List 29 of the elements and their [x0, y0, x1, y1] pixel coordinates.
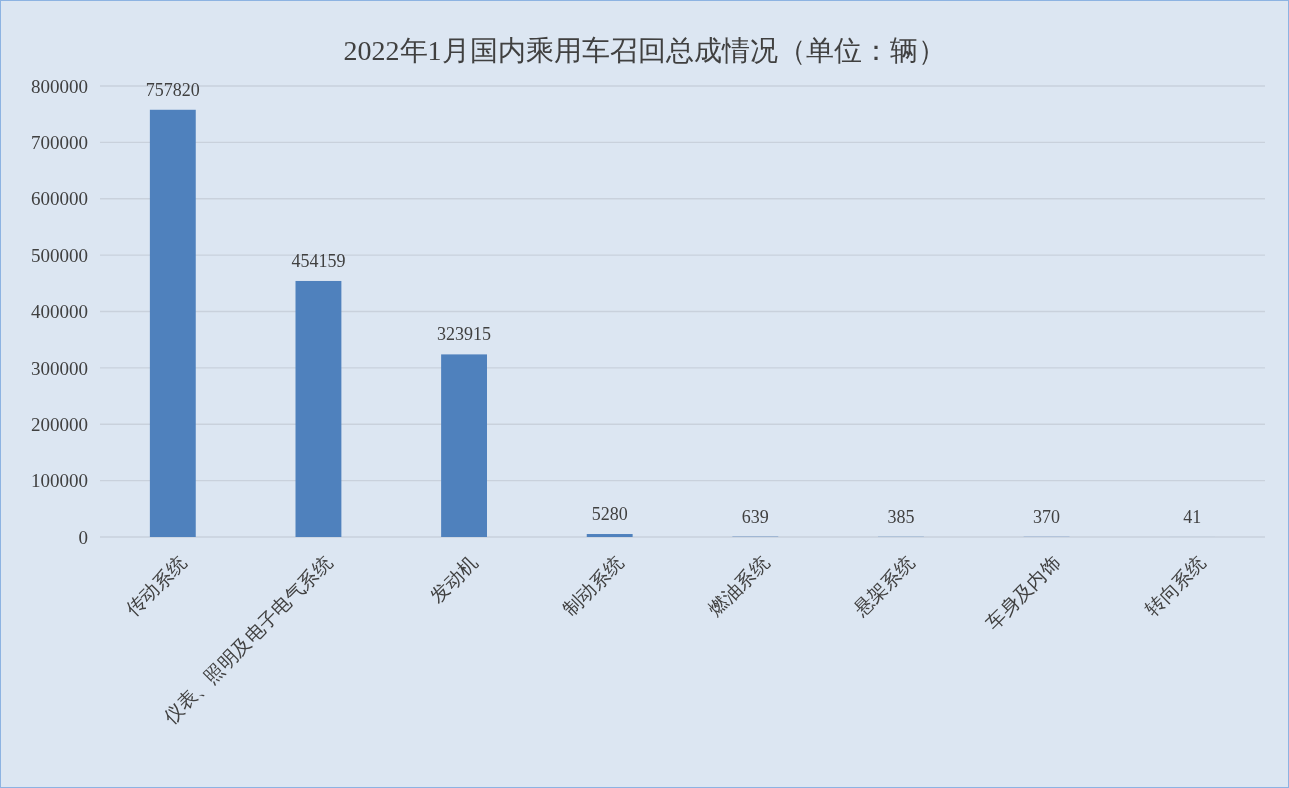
- chart-title: 2022年1月国内乘用车召回总成情况（单位：辆）: [343, 35, 946, 66]
- x-tick-label: 传动系统: [121, 551, 191, 621]
- y-tick-label: 500000: [31, 244, 88, 266]
- x-tick-label: 燃油系统: [704, 551, 773, 621]
- y-tick-label: 0: [78, 526, 88, 548]
- x-tick-label: 发动机: [426, 551, 482, 607]
- y-tick-label: 300000: [31, 357, 88, 379]
- data-label: 41: [1183, 506, 1202, 527]
- y-tick-label: 100000: [31, 470, 88, 492]
- y-tick-label: 200000: [31, 413, 88, 435]
- x-tick-label: 悬架系统: [849, 551, 919, 621]
- y-tick-label: 600000: [31, 188, 88, 210]
- x-tick-label: 制动系统: [558, 551, 628, 621]
- y-tick-label: 400000: [31, 301, 88, 323]
- y-tick-label: 700000: [31, 132, 88, 154]
- data-label: 454159: [291, 250, 346, 271]
- y-tick-label: 800000: [31, 75, 88, 97]
- data-label: 385: [887, 506, 915, 527]
- bar: [441, 354, 487, 537]
- data-label: 639: [741, 506, 769, 527]
- bar: [295, 280, 342, 537]
- x-tick-label: 车身及内饰: [982, 551, 1065, 634]
- data-label: 370: [1033, 506, 1061, 527]
- bar: [586, 534, 633, 537]
- data-label: 323915: [437, 324, 492, 345]
- bar: [149, 109, 196, 537]
- data-label: 5280: [591, 504, 628, 525]
- data-label: 757820: [145, 79, 200, 100]
- x-tick-label: 转向系统: [1141, 551, 1210, 621]
